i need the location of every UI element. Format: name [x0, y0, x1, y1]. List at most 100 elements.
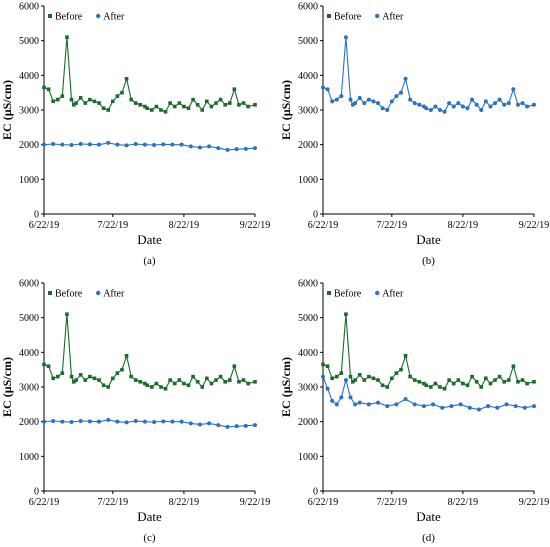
data-point	[366, 97, 371, 102]
data-point	[124, 354, 129, 358]
data-point	[515, 102, 520, 107]
data-point	[129, 97, 133, 102]
data-point	[161, 142, 166, 147]
data-point	[69, 374, 74, 379]
data-point	[133, 141, 138, 146]
data-point	[97, 419, 102, 424]
data-point	[465, 383, 470, 388]
data-point	[161, 419, 166, 424]
data-point	[234, 147, 239, 152]
y-axis-label: EC (µS/cm)	[0, 80, 14, 140]
data-point	[88, 374, 92, 379]
data-point	[78, 373, 83, 377]
data-point	[376, 378, 380, 382]
data-point	[516, 380, 520, 384]
data-point	[225, 147, 230, 152]
x-axis-label: Date	[416, 509, 441, 524]
data-point	[124, 143, 129, 148]
data-point	[398, 90, 403, 95]
data-point	[447, 101, 452, 106]
x-tick-label: 6/22/19	[308, 497, 339, 508]
data-point	[520, 101, 525, 106]
data-point	[78, 141, 83, 146]
data-point	[227, 101, 232, 105]
data-point	[182, 104, 186, 109]
data-point	[65, 35, 69, 39]
legend-marker	[48, 14, 52, 18]
data-point	[72, 103, 76, 107]
data-point	[60, 142, 65, 147]
data-point	[408, 374, 412, 379]
data-point	[191, 97, 195, 102]
data-point	[502, 380, 506, 384]
data-point	[92, 99, 97, 104]
data-point	[168, 378, 172, 382]
data-point	[205, 376, 209, 381]
data-point	[339, 395, 344, 400]
data-point	[55, 374, 60, 379]
y-tick-label: 2000	[298, 417, 318, 428]
legend-label: After	[103, 289, 125, 300]
x-tick-label: 9/22/19	[240, 497, 271, 508]
data-point	[321, 374, 325, 379]
data-point	[385, 404, 390, 409]
y-tick-label: 6000	[19, 2, 39, 13]
data-point	[421, 404, 426, 409]
data-point	[227, 378, 232, 382]
data-point	[133, 378, 138, 382]
data-point	[394, 94, 399, 99]
legend-marker	[96, 290, 101, 296]
data-point	[486, 404, 491, 409]
y-axis-label: EC (µS/cm)	[0, 357, 14, 417]
data-point	[394, 371, 399, 375]
data-point	[223, 380, 227, 384]
data-point	[207, 144, 212, 149]
data-point	[115, 371, 120, 375]
y-tick-label: 5000	[19, 313, 39, 324]
data-point	[232, 87, 237, 91]
data-point	[60, 94, 65, 98]
data-point	[106, 417, 111, 422]
data-point	[431, 402, 436, 407]
data-point	[366, 402, 371, 407]
data-point	[330, 99, 335, 104]
x-tick-label: 6/22/19	[29, 497, 60, 508]
data-point	[351, 380, 355, 384]
data-point	[493, 378, 497, 382]
panel-label: (b)	[422, 255, 435, 267]
y-tick-label: 2000	[19, 417, 39, 428]
data-point	[60, 419, 65, 424]
data-point	[243, 146, 248, 151]
data-point	[474, 380, 479, 384]
data-point	[451, 104, 456, 109]
data-point	[253, 146, 257, 151]
series-line	[322, 376, 535, 411]
data-point	[362, 378, 367, 382]
data-point	[163, 109, 168, 114]
data-point	[97, 378, 101, 382]
data-point	[456, 101, 461, 106]
data-point	[195, 103, 200, 107]
x-tick-label: 7/22/19	[377, 220, 408, 231]
data-point	[179, 419, 184, 424]
data-point	[205, 99, 209, 104]
data-point	[168, 101, 172, 105]
data-point	[42, 362, 46, 367]
y-tick-label: 6000	[298, 2, 318, 13]
data-point	[191, 374, 195, 379]
x-axis-label: Date	[137, 509, 162, 524]
data-point	[163, 386, 168, 391]
data-point	[129, 374, 133, 379]
data-point	[428, 108, 433, 112]
series-line	[43, 419, 256, 428]
data-point	[385, 108, 390, 112]
data-point	[399, 367, 403, 372]
legend-label: After	[103, 12, 125, 23]
data-point	[246, 104, 250, 109]
data-point	[124, 77, 129, 81]
data-point	[371, 376, 376, 381]
legend-label: After	[382, 289, 404, 300]
data-point	[223, 103, 227, 107]
x-tick-label: 9/22/19	[519, 220, 550, 231]
data-point	[133, 101, 138, 105]
